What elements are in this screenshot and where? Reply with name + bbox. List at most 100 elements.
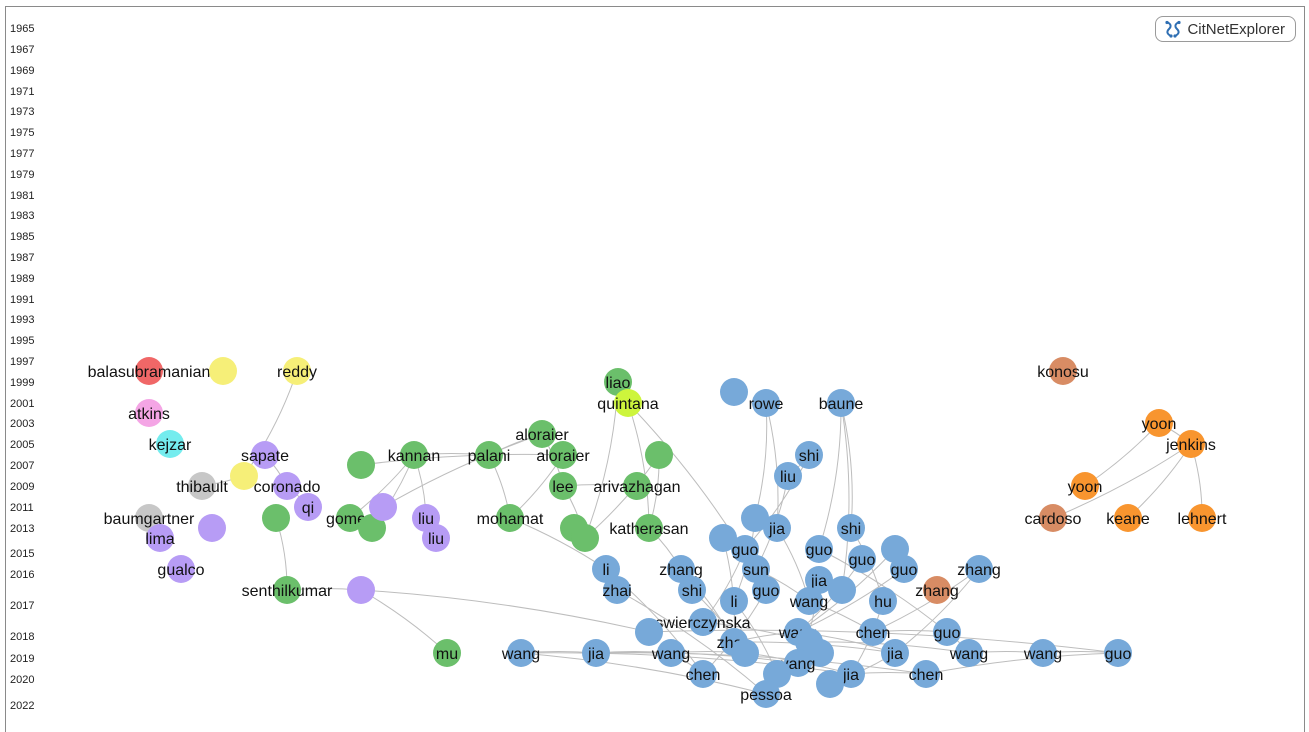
publication-node-circle[interactable]	[837, 514, 865, 542]
publication-node[interactable]: guo	[1104, 639, 1132, 667]
publication-node[interactable]: jenkins	[1165, 430, 1216, 458]
publication-node[interactable]	[347, 451, 375, 479]
publication-node[interactable]: mohamat	[477, 504, 544, 532]
publication-node-circle[interactable]	[1114, 504, 1142, 532]
publication-node-circle[interactable]	[549, 441, 577, 469]
publication-node-circle[interactable]	[689, 660, 717, 688]
publication-node[interactable]: yoon	[1068, 472, 1103, 500]
publication-node[interactable]: shi	[678, 576, 706, 604]
publication-node-circle[interactable]	[955, 639, 983, 667]
publication-nodes[interactable]: balasubramanian reddy atkins kejzar sapate th…	[88, 357, 1227, 708]
publication-node-circle[interactable]	[869, 587, 897, 615]
publication-node[interactable]	[347, 576, 375, 604]
publication-node[interactable]	[262, 504, 290, 532]
publication-node-circle[interactable]	[549, 472, 577, 500]
publication-node[interactable]: gualco	[157, 555, 205, 583]
publication-node-circle[interactable]	[251, 441, 279, 469]
publication-node-circle[interactable]	[965, 555, 993, 583]
publication-node[interactable]	[358, 514, 386, 542]
publication-node-circle[interactable]	[805, 566, 833, 594]
publication-node[interactable]: wang	[651, 639, 690, 667]
publication-node[interactable]: chen	[686, 660, 721, 688]
publication-node-circle[interactable]	[1049, 357, 1077, 385]
publication-node-circle[interactable]	[1071, 472, 1099, 500]
publication-node[interactable]: zhang	[659, 555, 703, 583]
publication-node-circle[interactable]	[752, 576, 780, 604]
publication-node-circle[interactable]	[273, 472, 301, 500]
publication-node[interactable]: lehnert	[1178, 504, 1227, 532]
publication-node-circle[interactable]	[720, 587, 748, 615]
publication-node-circle[interactable]	[828, 576, 856, 604]
publication-node[interactable]: yoon	[1142, 409, 1177, 437]
publication-node[interactable]: liu	[774, 462, 802, 490]
publication-node[interactable]: keane	[1106, 504, 1150, 532]
publication-node-circle[interactable]	[827, 389, 855, 417]
publication-node[interactable]	[635, 618, 663, 646]
publication-node[interactable]: palani	[468, 441, 511, 469]
publication-node-circle[interactable]	[816, 670, 844, 698]
publication-node-circle[interactable]	[731, 639, 759, 667]
publication-node[interactable]: sun	[742, 555, 770, 583]
publication-node[interactable]: jia	[837, 660, 865, 688]
publication-node-circle[interactable]	[763, 514, 791, 542]
publication-node[interactable]: pessoa	[740, 680, 792, 708]
publication-node-circle[interactable]	[400, 441, 428, 469]
publication-node-circle[interactable]	[582, 639, 610, 667]
brand-badge[interactable]: CitNetExplorer	[1155, 16, 1296, 42]
publication-node-circle[interactable]	[294, 493, 322, 521]
publication-node-circle[interactable]	[135, 399, 163, 427]
publication-node-circle[interactable]	[923, 576, 951, 604]
publication-node-circle[interactable]	[358, 514, 386, 542]
publication-node[interactable]: chen	[856, 618, 891, 646]
publication-node[interactable]: shi	[795, 441, 823, 469]
publication-node[interactable]: reddy	[277, 357, 317, 385]
publication-node[interactable]: rowe	[749, 389, 784, 417]
publication-node-circle[interactable]	[135, 357, 163, 385]
publication-node[interactable]	[645, 441, 673, 469]
publication-node[interactable]	[571, 524, 599, 552]
publication-node-circle[interactable]	[795, 441, 823, 469]
publication-node[interactable]: arivazhagan	[593, 472, 681, 500]
publication-node[interactable]	[709, 524, 737, 552]
publication-node-circle[interactable]	[933, 618, 961, 646]
publication-node-circle[interactable]	[347, 576, 375, 604]
publication-node[interactable]: guo	[933, 618, 961, 646]
publication-node-circle[interactable]	[369, 493, 397, 521]
publication-node-circle[interactable]	[635, 514, 663, 542]
publication-node-circle[interactable]	[667, 555, 695, 583]
publication-node-circle[interactable]	[859, 618, 887, 646]
publication-node-circle[interactable]	[795, 628, 823, 656]
publication-node-circle[interactable]	[336, 504, 364, 532]
publication-node-circle[interactable]	[507, 639, 535, 667]
publication-node-circle[interactable]	[209, 357, 237, 385]
publication-node[interactable]	[720, 378, 748, 406]
publication-node[interactable]: aloraier	[536, 441, 590, 469]
publication-node-circle[interactable]	[1177, 430, 1205, 458]
publication-node[interactable]: kejzar	[149, 430, 192, 458]
publication-node[interactable]: guo	[890, 555, 918, 583]
publication-node[interactable]	[816, 670, 844, 698]
publication-node[interactable]: zhai	[602, 576, 632, 604]
publication-node-circle[interactable]	[689, 608, 717, 636]
publication-node-circle[interactable]	[422, 524, 450, 552]
publication-node[interactable]: senthilkumar	[242, 576, 333, 604]
publication-node-circle[interactable]	[742, 555, 770, 583]
publication-node-circle[interactable]	[603, 576, 631, 604]
publication-node[interactable]: katherasan	[609, 514, 689, 542]
publication-node[interactable]: lima	[145, 524, 175, 552]
publication-node-circle[interactable]	[774, 462, 802, 490]
publication-node-circle[interactable]	[1104, 639, 1132, 667]
publication-node-circle[interactable]	[604, 368, 632, 396]
publication-node-circle[interactable]	[156, 430, 184, 458]
publication-node[interactable]: wang	[501, 639, 540, 667]
publication-node-circle[interactable]	[709, 524, 737, 552]
publication-node-circle[interactable]	[496, 504, 524, 532]
publication-node[interactable]: zhang	[915, 576, 959, 604]
publication-node-circle[interactable]	[741, 504, 769, 532]
publication-node-circle[interactable]	[614, 389, 642, 417]
publication-node-circle[interactable]	[657, 639, 685, 667]
publication-node[interactable]	[198, 514, 226, 542]
publication-node[interactable]	[828, 576, 856, 604]
publication-node-circle[interactable]	[805, 535, 833, 563]
